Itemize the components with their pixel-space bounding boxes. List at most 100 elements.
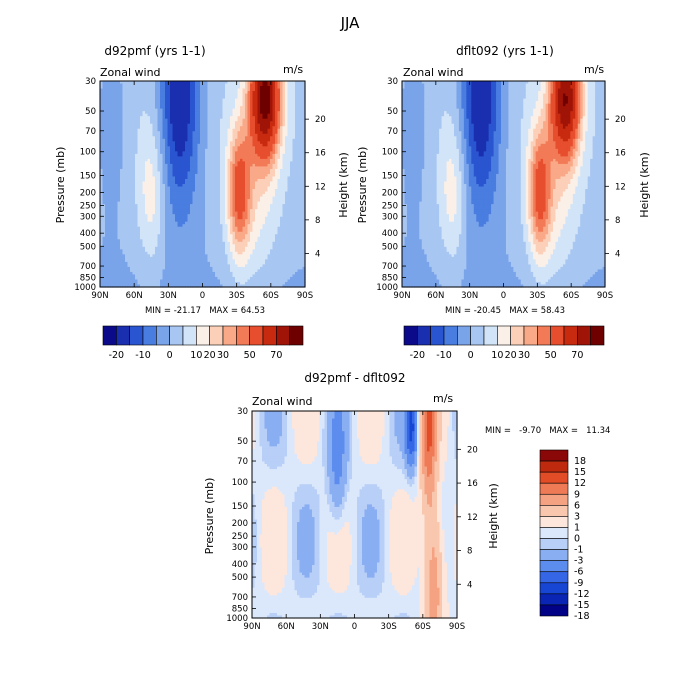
height-tick-label: 16 [315, 149, 326, 159]
height-tick-label: 8 [615, 216, 620, 226]
colorbar-box [130, 326, 143, 345]
height-tick-label: 16 [615, 149, 626, 159]
colorbar-label: 0 [468, 350, 474, 361]
colorbar-label: 15 [574, 467, 586, 478]
y-tick-label: 50 [85, 107, 96, 117]
colorbar-box [540, 527, 568, 538]
colorbar-box [196, 326, 209, 345]
colorbar-box [540, 594, 568, 605]
colorbar-label: -9 [574, 578, 583, 589]
colorbar-label: 70 [571, 350, 583, 361]
x-tick-label: 0 [352, 622, 357, 632]
colorbar-box [540, 561, 568, 572]
colorbar-label: 10 [190, 350, 202, 361]
colorbar-box [103, 326, 116, 345]
y-axis-label: Pressure (mb) [203, 478, 216, 555]
y-tick-label: 100 [382, 148, 398, 158]
colorbar-box [537, 326, 550, 345]
y-tick-label: 30 [237, 407, 248, 417]
colorbar-box [223, 326, 236, 345]
y-tick-label: 700 [80, 262, 96, 272]
colorbar-box [540, 472, 568, 483]
colorbar-label: 20 [204, 350, 216, 361]
x-tick-label: 30S [381, 622, 397, 632]
height-tick-label: 12 [467, 513, 478, 523]
height-tick-label: 8 [467, 547, 472, 557]
x-tick-label: 30N [160, 291, 177, 301]
colorbar-label: -10 [135, 350, 151, 361]
x-tick-label: 30N [312, 622, 329, 632]
colorbar-box [577, 326, 590, 345]
height-tick-label: 8 [315, 216, 320, 226]
y-tick-label: 200 [382, 188, 398, 198]
y-tick-label: 400 [80, 229, 96, 239]
x-tick-label: 60S [415, 622, 431, 632]
colorbar-label: -3 [574, 556, 583, 567]
colorbar-label: 50 [244, 350, 256, 361]
colorbar-label: 0 [167, 350, 173, 361]
x-tick-label: 60S [563, 291, 579, 301]
y-tick-label: 700 [382, 262, 398, 272]
colorbar-box [236, 326, 249, 345]
y-tick-label: 150 [232, 502, 248, 512]
colorbar-box [540, 572, 568, 583]
x-tick-label: 30N [461, 291, 478, 301]
colorbar-label: 30 [217, 350, 229, 361]
colorbar-box [540, 516, 568, 527]
colorbar-label: 70 [270, 350, 282, 361]
corner-label-left: Zonal wind [100, 66, 161, 79]
colorbar-box [540, 505, 568, 516]
y-tick-label: 100 [80, 148, 96, 158]
y-axis-label-right: Height (km) [487, 483, 500, 549]
x-tick-label: 60N [278, 622, 295, 632]
colorbar-box [143, 326, 156, 345]
colorbar-label: -1 [574, 545, 583, 556]
panel-difference: d92pmf - dflt092 Zonal wind m/s 90N 60N 30… [203, 371, 610, 632]
colorbar-label: -12 [574, 589, 590, 600]
x-tick-label: 0 [200, 291, 205, 301]
colorbar-label: 0 [574, 534, 580, 545]
y-tick-label: 300 [232, 543, 248, 553]
colorbar-box [484, 326, 497, 345]
y-tick-label: 500 [80, 242, 96, 252]
y-tick-label: 250 [382, 202, 398, 212]
colorbar-box [540, 583, 568, 594]
colorbar-label: 20 [505, 350, 517, 361]
colorbar-box [431, 326, 444, 345]
colorbar-box [497, 326, 510, 345]
colorbar-label: -6 [574, 567, 583, 578]
colorbar-label: 18 [574, 456, 586, 467]
colorbar-box [540, 539, 568, 550]
colorbar-label: -18 [574, 611, 590, 622]
colorbar-label: -20 [410, 350, 426, 361]
y-tick-label: 150 [80, 172, 96, 182]
colorbar-box [290, 326, 303, 345]
stats-label: MIN = -20.45 MAX = 58.43 [445, 306, 565, 316]
colorbar-box [170, 326, 183, 345]
colorbar-box [540, 461, 568, 472]
colorbar-label: 9 [574, 489, 580, 500]
height-tick-label: 20 [467, 445, 478, 455]
x-tick-label: 60N [427, 291, 444, 301]
corner-label-right: m/s [283, 63, 303, 76]
height-tick-label: 4 [467, 580, 472, 590]
colorbar-box [540, 483, 568, 494]
y-axis-label: Pressure (mb) [356, 147, 369, 224]
y-tick-label: 1000 [74, 283, 96, 293]
x-tick-label: 30S [229, 291, 245, 301]
y-tick-label: 100 [232, 478, 248, 488]
contour-fill [402, 81, 606, 288]
colorbar-label: 6 [574, 500, 580, 511]
colorbar-label: -10 [436, 350, 452, 361]
y-tick-label: 70 [85, 127, 96, 137]
y-tick-label: 850 [232, 604, 248, 614]
y-tick-label: 250 [80, 202, 96, 212]
colorbar-box [564, 326, 577, 345]
height-tick-label: 20 [315, 115, 326, 125]
y-tick-label: 30 [85, 77, 96, 87]
colorbar-box [210, 326, 223, 345]
y-tick-label: 850 [80, 273, 96, 283]
colorbar-label: 10 [491, 350, 503, 361]
